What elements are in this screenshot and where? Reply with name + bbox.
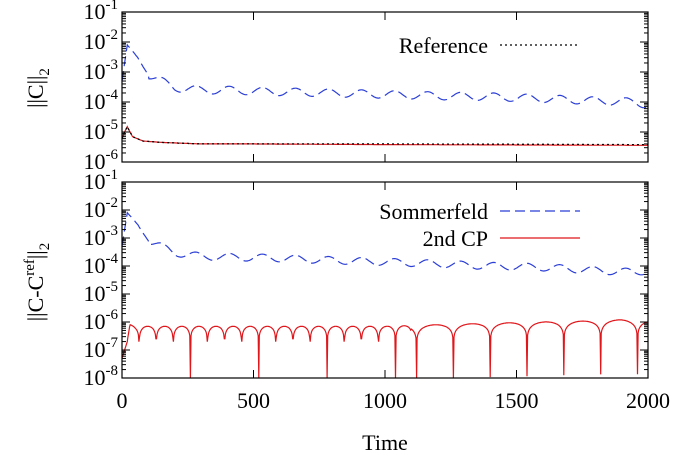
bottom-y-tick-label: 10-3 [84, 223, 119, 250]
x-axis-label: Time [362, 430, 408, 455]
top-y-tick-label: 10-1 [84, 0, 119, 24]
bottom-y-tick-label: 10-5 [84, 279, 119, 306]
bottom-x-tick-label: 2000 [626, 388, 670, 413]
top-legend-label: Reference [399, 33, 488, 58]
bottom-x-tick-label: 1000 [363, 388, 407, 413]
bottom-x-tick-label: 500 [237, 388, 270, 413]
bottom-y-tick-label: 10-2 [84, 195, 119, 222]
top-series-reference [121, 125, 648, 146]
top-series-2nd-cp [121, 125, 648, 146]
top-y-tick-label: 10-3 [84, 57, 119, 84]
bottom-series-group [121, 211, 649, 379]
bottom-y-tick-label: 10-7 [84, 335, 119, 362]
bottom-axis-ticks: 10-810-710-610-510-410-310-210-1 0 500 1000… [84, 167, 671, 413]
top-y-tick-label: 10-4 [84, 87, 119, 114]
top-y-tick-label: 10-5 [84, 117, 119, 144]
top-series-sommerfeld [121, 43, 649, 109]
bottom-legend-label: Sommerfeld [379, 199, 488, 224]
bottom-legend-label: 2nd CP [423, 226, 488, 251]
bottom-series-2nd-cp [121, 319, 649, 379]
top-panel: 10-6 10-5 10-4 10-3 10-2 10-1 Reference ||C||… [23, 0, 649, 174]
bottom-y-tick-label: 10-8 [84, 363, 119, 390]
bottom-y-axis-label: ||C-Cref||2 [22, 243, 53, 321]
top-series-group [121, 43, 649, 146]
bottom-x-tick-label: 0 [117, 388, 128, 413]
bottom-y-tick-label: 10-1 [84, 167, 119, 194]
top-y-axis-label: ||C||2 [23, 68, 53, 108]
bottom-y-tick-label: 10-6 [84, 307, 119, 334]
bottom-series-sommerfeld [121, 211, 649, 276]
top-y-tick-label: 10-6 [84, 147, 119, 174]
top-y-tick-label: 10-2 [84, 27, 119, 54]
top-axis-ticks: 10-6 10-5 10-4 10-3 10-2 10-1 [84, 0, 649, 174]
bottom-y-tick-label: 10-4 [84, 251, 119, 278]
bottom-panel: 10-810-710-610-510-410-310-210-1 0 500 1000… [22, 167, 670, 455]
bottom-x-tick-label: 1500 [495, 388, 539, 413]
top-legend: Reference [399, 33, 580, 58]
